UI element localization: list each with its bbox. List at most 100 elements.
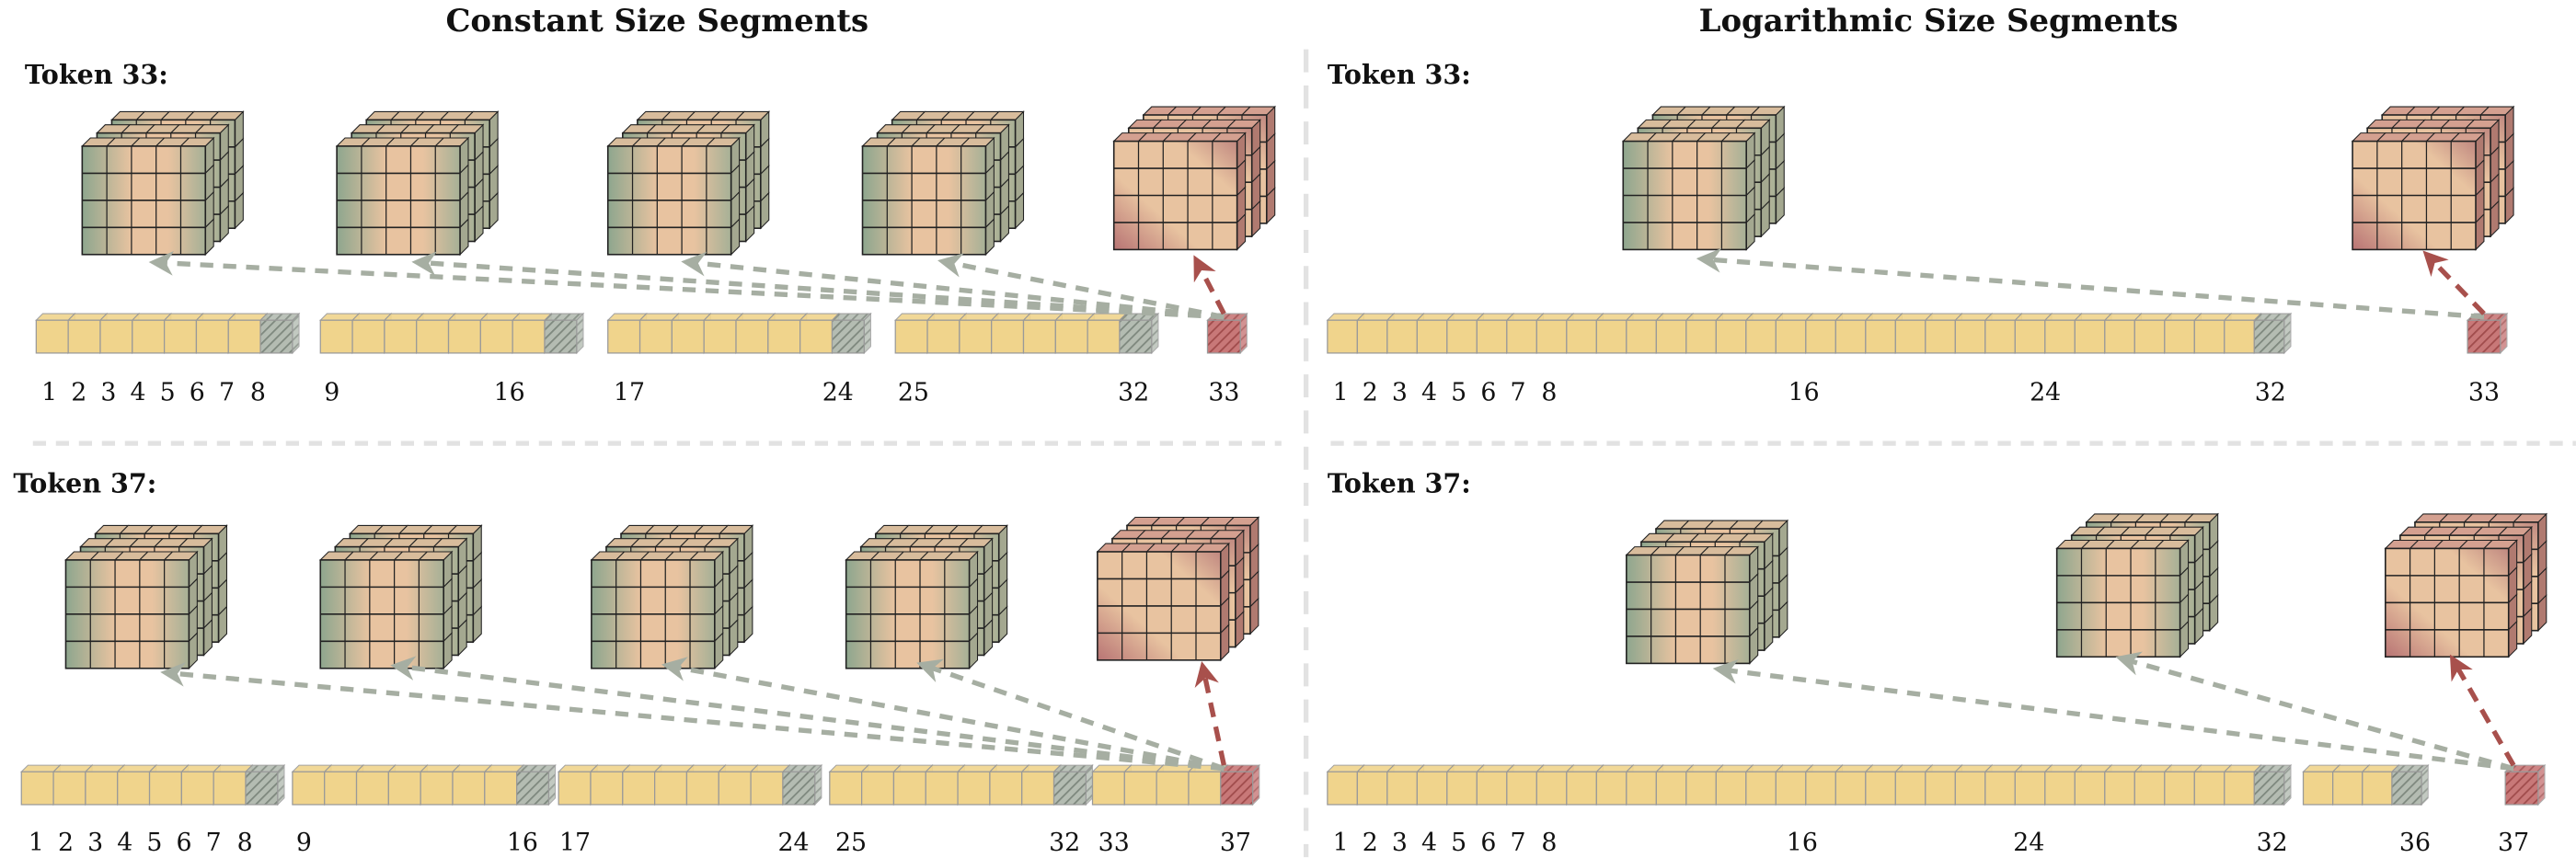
token-index-label: 2 (1363, 379, 1378, 407)
panel-label-log-33: Token 33: (1328, 59, 1471, 90)
token-index-label: 33 (2468, 379, 2500, 407)
token-segment (19, 763, 286, 807)
token-index-label: 3 (100, 379, 116, 407)
retrieval-arrow (160, 661, 1225, 772)
token (1655, 312, 1695, 355)
token-segment (828, 763, 1094, 807)
token-index-label: 7 (206, 829, 222, 857)
token-segment (893, 312, 1160, 355)
segment-memory-cube (2055, 512, 2219, 658)
token-index-label: 24 (2030, 379, 2061, 407)
segment-memory-cube (845, 524, 1008, 670)
token-index-label: 4 (1421, 829, 1437, 857)
token-index-label: 17 (559, 829, 591, 857)
token-segment (318, 312, 585, 355)
token-index-label: 37 (2498, 829, 2529, 857)
segment-memory-cube (861, 110, 1025, 257)
token (1020, 763, 1062, 807)
token-index-label: 5 (160, 379, 176, 407)
token-index-label: 8 (237, 829, 253, 857)
token-index-label: 8 (1541, 379, 1557, 407)
panel-constant-37: 1 2 3 4 5 6 7 8 9 16 17 24 25 32 33 37 (19, 763, 1261, 857)
token-index-label: 3 (87, 829, 103, 857)
query-memory-cube (2351, 105, 2515, 251)
retrieval-arrow (2115, 651, 2514, 772)
token-index-label: 4 (131, 379, 146, 407)
query-arrow (1193, 255, 1226, 315)
token-index-label: 4 (117, 829, 132, 857)
token-index-label: 2 (71, 379, 86, 407)
token-index-label: 2 (1363, 829, 1378, 857)
summary-token (1052, 763, 1094, 807)
token-index-label: 2 (58, 829, 74, 857)
token (131, 312, 173, 355)
token-index-label: 25 (898, 379, 929, 407)
summary-token (244, 763, 286, 807)
token-segment (35, 312, 301, 355)
retrieval-arrow (390, 656, 1225, 772)
token-index-label: 1 (1333, 829, 1349, 857)
retrieval-arrow (681, 251, 1225, 320)
token-index-label: 24 (777, 829, 809, 857)
token-index-label: 6 (177, 829, 192, 857)
summary-token (2253, 763, 2293, 807)
query-memory-cube (1096, 516, 1260, 662)
summary-token (2390, 763, 2430, 807)
token-index-label: 6 (1480, 829, 1496, 857)
segment-memory-cube (590, 524, 754, 670)
panel-log-33: 1 2 3 4 5 6 7 8 16 24 32 33 (1326, 312, 2509, 407)
token-index-label: 5 (146, 829, 162, 857)
summary-token (515, 763, 557, 807)
token-index-label: 32 (2257, 829, 2288, 857)
query-token (2466, 312, 2509, 355)
token-segment (291, 763, 557, 807)
token-index-label: 4 (1421, 379, 1437, 407)
token (1954, 312, 1994, 355)
query-token (1219, 763, 1261, 807)
token-index-label: 6 (1480, 379, 1496, 407)
summary-token (781, 763, 823, 807)
query-arrow (1194, 661, 1226, 766)
query-token (1206, 312, 1248, 355)
title-constant: Constant Size Segments (445, 2, 868, 39)
token-index-label: 8 (1541, 829, 1557, 857)
summary-token (259, 312, 301, 355)
token-segment (557, 763, 823, 807)
token-index-label: 8 (250, 379, 266, 407)
token-index-label: 7 (1510, 379, 1525, 407)
retrieval-arrow (1696, 247, 2485, 320)
query-arrow (2422, 250, 2486, 315)
token-index-label: 33 (1098, 829, 1130, 857)
token (860, 763, 902, 807)
segment-memory-cube (318, 524, 483, 670)
retrieval-arrow (937, 253, 1225, 320)
token-index-label: 32 (2255, 379, 2286, 407)
token-index-label: 32 (1049, 829, 1080, 857)
retrieval-arrow (411, 251, 1225, 320)
token-index-label: 17 (614, 379, 645, 407)
token (1834, 312, 1874, 355)
token-index-label: 25 (835, 829, 867, 857)
retrieval-arrow (916, 658, 1225, 772)
token-index-label: 9 (296, 829, 312, 857)
token-index-label: 16 (507, 829, 538, 857)
panel-constant-33: 1 2 3 4 5 6 7 8 9 16 17 24 25 32 33 (35, 312, 1248, 407)
panel-log-37: 1 2 3 4 5 6 7 8 16 24 32 36 37 (1326, 763, 2547, 857)
query-token (2503, 763, 2547, 807)
token-index-label: 3 (1392, 379, 1408, 407)
token-index-label: 7 (219, 379, 235, 407)
token-index-label: 5 (1451, 379, 1466, 407)
summary-token (2253, 312, 2293, 355)
token-index-label: 24 (2013, 829, 2044, 857)
token-index-label: 16 (1788, 379, 1820, 407)
token-index-label: 1 (29, 829, 44, 857)
token-index-label: 1 (41, 379, 57, 407)
summary-token (543, 312, 585, 355)
token-index-label: 5 (1451, 829, 1466, 857)
retrieval-arrow (1712, 658, 2514, 772)
token-index-label: 1 (1333, 379, 1349, 407)
token-segment (606, 312, 872, 355)
token-segment (1326, 763, 2293, 807)
segment-memory-cube (335, 110, 500, 257)
